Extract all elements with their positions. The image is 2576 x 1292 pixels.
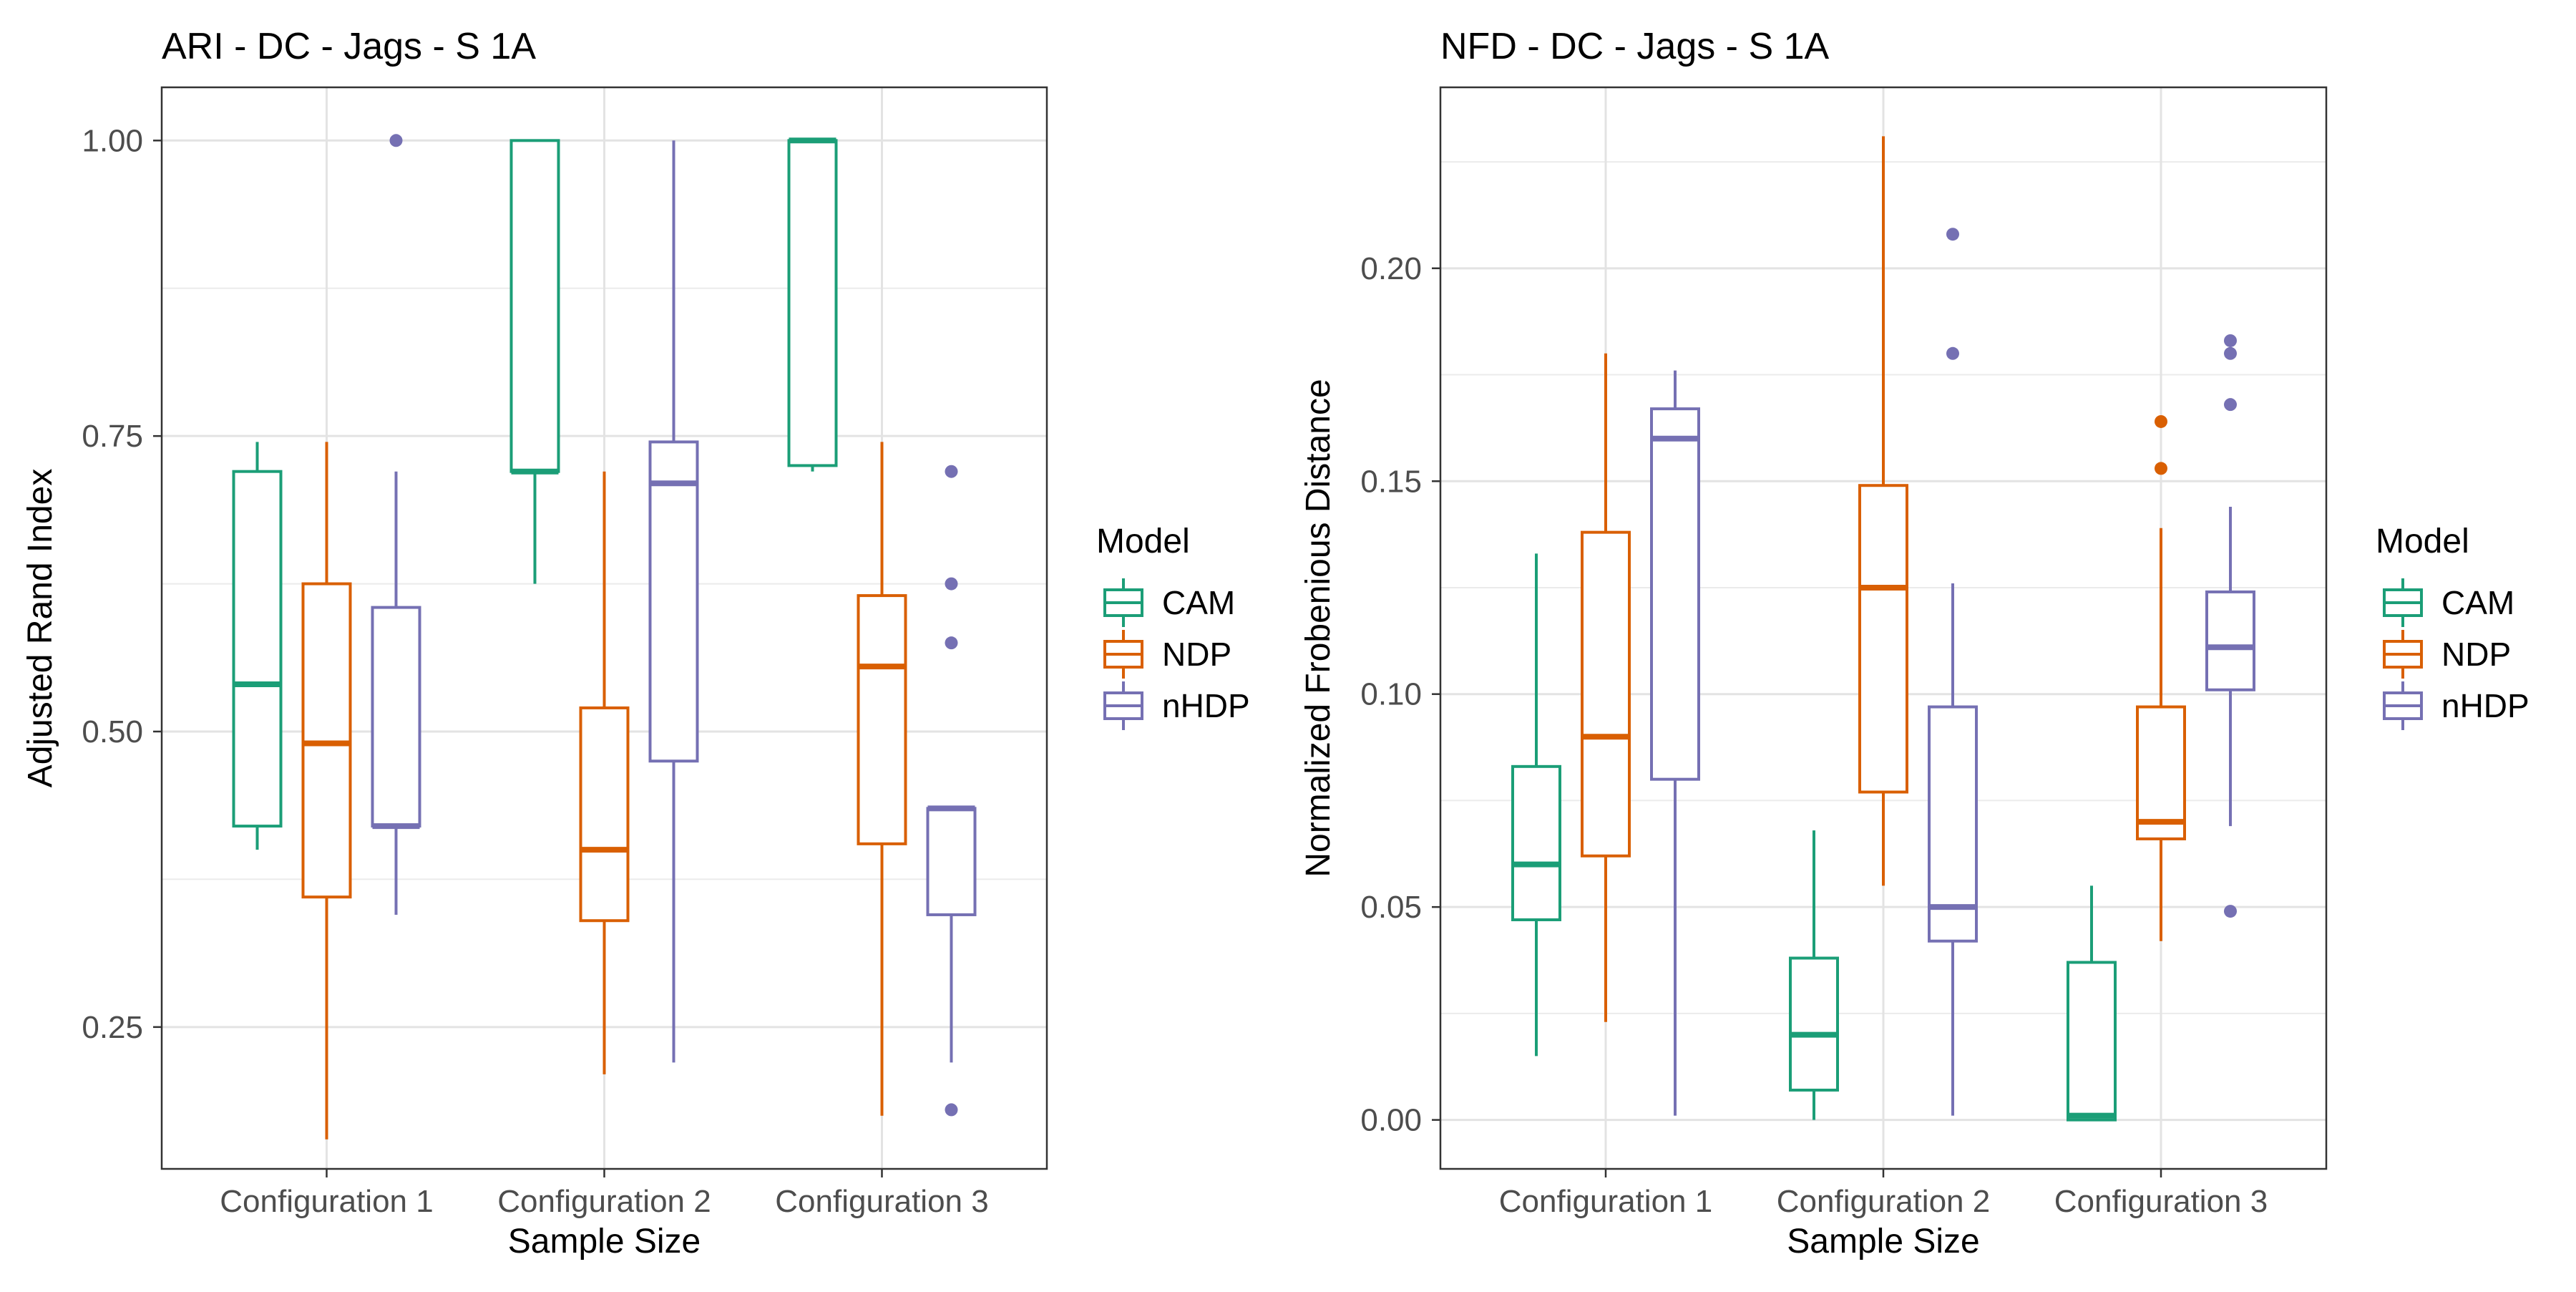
iqr-box [1581,530,1631,858]
box-cam-configuration-3 [2067,885,2117,1122]
y-axis-label: Adjusted Rand Index [21,469,59,788]
x-axis-label: Sample Size [1787,1223,1979,1261]
series-cam [1511,553,2117,1122]
outlier-point [1946,346,1959,360]
x-tick-label: Configuration 3 [2054,1184,2268,1219]
y-tick-label: 1.00 [82,123,143,158]
outlier-point [2224,398,2237,412]
series-ndp [301,442,907,1140]
legend-label: CAM [2441,584,2514,621]
outlier-point [945,636,958,650]
legend-label: nHDP [1162,687,1250,724]
box-cam-configuration-1 [232,442,283,850]
x-axis-label: Sample Size [508,1223,701,1261]
legend-item-cam: CAM [1103,578,1235,627]
box-nhdp-configuration-2 [1928,228,1978,1116]
box-cam-configuration-3 [787,137,838,472]
legend-item-nhdp: nHDP [1103,681,1250,730]
legend-title: Model [1096,523,1190,560]
box-ndp-configuration-1 [301,442,352,1140]
iqr-box [787,139,838,467]
box-ndp-configuration-1 [1581,353,1631,1022]
y-tick-label: 0.05 [1360,890,1422,925]
box-nhdp-configuration-2 [648,140,699,1063]
chart-panel-1: 0.25 0.50 0.75 1.00 Configuration 1 Configura… [21,26,1250,1261]
legend-label: nHDP [2441,687,2529,724]
box-cam-configuration-2 [1789,830,1839,1120]
box-ndp-configuration-2 [1858,136,1908,886]
x-tick-label: Configuration 3 [775,1184,988,1219]
legend-label: CAM [1162,584,1235,621]
iqr-box [232,470,283,828]
x-tick-label: Configuration 2 [497,1184,711,1219]
legend-label: NDP [2441,636,2511,673]
box-ndp-configuration-2 [579,471,630,1074]
box-nhdp-configuration-1 [371,134,421,915]
iqr-box [371,606,421,828]
chart-panel-2: 0.00 0.05 0.10 0.15 0.20 Configuration 1 Confi… [1299,26,2529,1261]
x-tick-label: Configuration 1 [220,1184,433,1219]
iqr-box [579,706,630,923]
legend: Model CAM NDP nHDP [1096,523,1250,730]
outlier-point [945,1103,958,1117]
y-tick-label: 0.75 [82,419,143,454]
box-ndp-configuration-3 [857,442,907,1116]
y-axis-label: Normalized Frobenious Distance [1299,379,1337,877]
outlier-point [2155,414,2167,428]
outlier-point [1946,228,1959,241]
iqr-box [509,139,560,473]
series-nhdp [1650,228,2255,1116]
iqr-box [1928,705,1978,943]
chart-title: ARI - DC - Jags - S 1A [162,26,536,67]
iqr-box [1511,764,1561,921]
iqr-box [1858,484,1908,794]
legend-item-nhdp: nHDP [2383,681,2529,730]
outlier-point [389,134,403,147]
y-tick-label: 0.15 [1360,464,1422,499]
legend-title: Model [2376,523,2469,560]
series-nhdp [371,134,977,1117]
legend-label: NDP [1162,636,1231,673]
y-tick-label: 0.00 [1360,1103,1422,1138]
box-cam-configuration-2 [509,139,560,584]
box-nhdp-configuration-3 [2205,334,2255,918]
iqr-box [301,582,352,899]
iqr-box [2136,705,2186,840]
iqr-box [2205,590,2255,691]
outlier-point [2224,905,2237,918]
iqr-box [1789,956,1839,1092]
outlier-point [945,465,958,478]
iqr-box [857,594,907,845]
box-ndp-configuration-3 [2136,414,2186,941]
chart-title: NFD - DC - Jags - S 1A [1440,26,1829,67]
legend-item-ndp: NDP [1103,630,1231,679]
iqr-box [926,807,977,916]
iqr-box [1650,407,1700,781]
y-tick-label: 0.50 [82,714,143,749]
outlier-point [2155,462,2167,475]
series-cam [232,137,838,850]
y-tick-label: 0.20 [1360,251,1422,286]
legend: Model CAM NDP nHDP [2376,523,2529,730]
box-cam-configuration-1 [1511,553,1561,1057]
iqr-box [648,440,699,763]
x-tick-label: Configuration 1 [1499,1184,1712,1219]
iqr-box [2067,961,2117,1122]
y-tick-label: 0.10 [1360,677,1422,712]
box-nhdp-configuration-1 [1650,370,1700,1116]
box-nhdp-configuration-3 [926,465,977,1117]
series-ndp [1581,136,2186,1022]
legend-item-cam: CAM [2383,578,2514,627]
outlier-point [2224,346,2237,360]
outlier-point [945,577,958,591]
outlier-point [2224,334,2237,347]
legend-item-ndp: NDP [2383,630,2511,679]
y-tick-label: 0.25 [82,1010,143,1045]
x-tick-label: Configuration 2 [1777,1184,1990,1219]
